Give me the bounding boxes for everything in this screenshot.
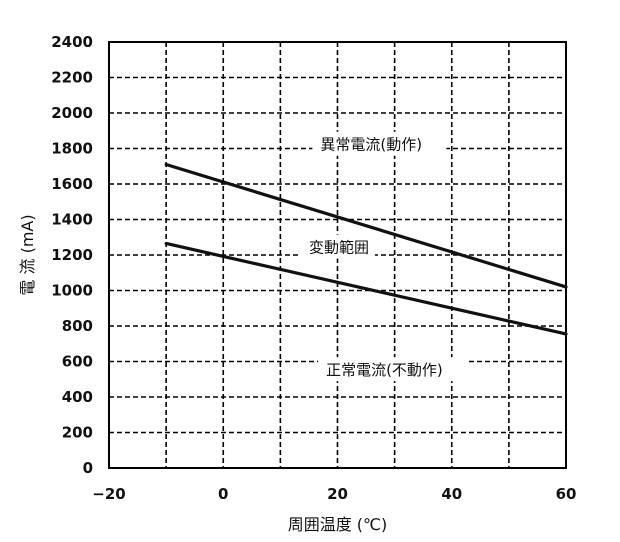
annotation-background <box>300 234 375 259</box>
y-tick-label: 1200 <box>51 246 93 264</box>
x-axis-title: 周囲温度 (℃) <box>288 515 388 534</box>
x-tick-label: −20 <box>92 485 125 503</box>
y-tick-label: 600 <box>62 353 93 371</box>
y-tick-label: 800 <box>62 317 93 335</box>
annotation-background <box>312 131 447 156</box>
x-tick-label: 40 <box>441 485 462 503</box>
y-tick-label: 2000 <box>51 104 93 122</box>
x-tick-label: 20 <box>327 485 348 503</box>
y-tick-label: 1000 <box>51 282 93 300</box>
annotation-background <box>318 357 468 382</box>
x-tick-label: 60 <box>556 485 577 503</box>
y-tick-label: 2200 <box>51 69 93 87</box>
y-axis-title: 電 流 (mA) <box>18 214 37 295</box>
plot-frame <box>108 41 567 469</box>
x-tick-label: 0 <box>218 485 228 503</box>
y-tick-label: 1600 <box>51 175 93 193</box>
y-tick-label: 1800 <box>51 140 93 158</box>
series-line <box>164 162 568 289</box>
y-tick-label: 200 <box>62 424 93 442</box>
series-line <box>164 241 568 336</box>
annotation-label: 変動範囲 <box>309 239 369 257</box>
y-tick-label: 0 <box>83 459 93 477</box>
y-tick-label: 1400 <box>51 211 93 229</box>
y-tick-label: 2400 <box>51 33 93 51</box>
y-tick-label: 400 <box>62 388 93 406</box>
annotation-label: 異常電流(動作) <box>320 136 422 154</box>
annotation-label: 正常電流(不動作) <box>326 361 443 379</box>
